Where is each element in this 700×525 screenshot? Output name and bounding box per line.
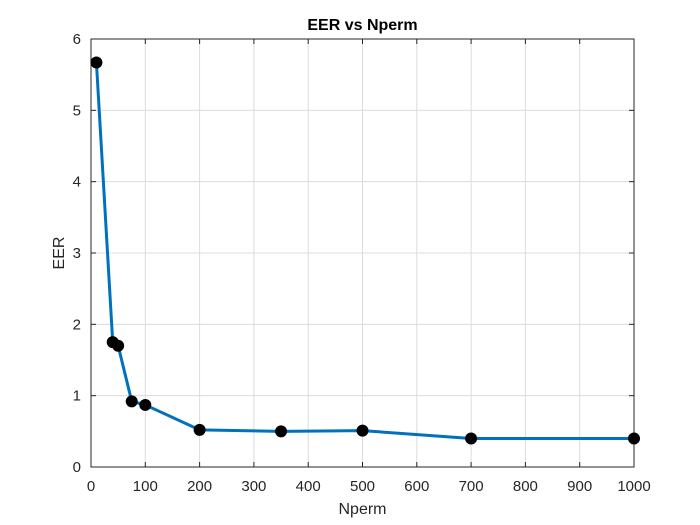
data-point	[628, 432, 640, 445]
x-tick-label: 400	[296, 478, 321, 495]
data-point	[125, 395, 138, 408]
data-point	[90, 56, 103, 69]
data-point	[112, 339, 125, 352]
chart-title: EER vs Nperm	[307, 17, 417, 34]
data-point	[193, 423, 206, 436]
x-tick-label: 500	[350, 478, 375, 495]
data-point	[275, 425, 288, 438]
series-layer	[90, 56, 640, 445]
ticks: 0 100 200 300 400 500 600 700 800 900 1000 0 1 2 3 4 5 6	[73, 31, 651, 495]
x-tick-label: 800	[513, 478, 538, 495]
y-tick-label: 3	[73, 245, 81, 262]
data-point	[356, 424, 369, 437]
y-tick-label: 1	[73, 388, 81, 405]
x-tick-label: 900	[567, 478, 592, 495]
x-tick-label: 0	[87, 478, 95, 495]
x-tick-label: 1000	[617, 478, 650, 495]
y-tick-label: 5	[73, 102, 81, 119]
data-point	[465, 432, 478, 445]
data-point	[139, 398, 152, 411]
x-tick-label: 100	[133, 478, 158, 495]
y-tick-label: 4	[73, 174, 81, 191]
x-tick-label: 200	[187, 478, 212, 495]
x-tick-label: 300	[241, 478, 266, 495]
x-tick-label: 600	[404, 478, 429, 495]
y-tick-label: 2	[73, 316, 81, 333]
y-tick-label: 6	[73, 31, 81, 48]
x-tick-label: 700	[459, 478, 484, 495]
x-axis-label: Nperm	[338, 501, 386, 518]
y-tick-label: 0	[73, 459, 81, 476]
y-axis-label: EER	[51, 237, 68, 270]
